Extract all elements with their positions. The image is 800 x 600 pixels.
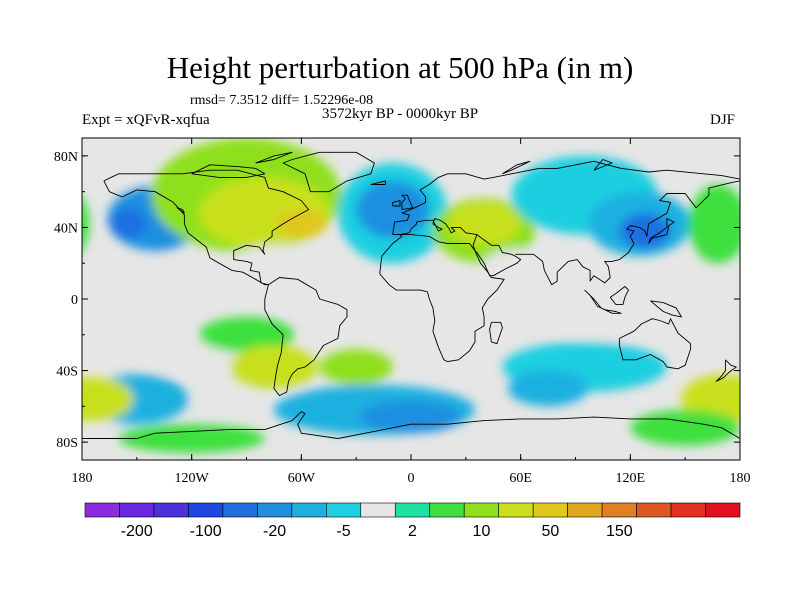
lon-tick-label: 180 xyxy=(730,471,751,486)
colorbar-label: -5 xyxy=(336,523,350,540)
colorbar-swatch xyxy=(636,502,672,518)
coastline xyxy=(255,151,293,164)
coastline xyxy=(593,159,613,171)
coastline-layer xyxy=(82,151,740,439)
coastline xyxy=(604,309,622,314)
colorbar-swatch xyxy=(670,502,706,518)
map-axes: 80N 40N 0 40S 80S 180 120W 60W 0 60E 120E 180 xyxy=(54,138,751,486)
colorbar-label: 150 xyxy=(606,523,633,540)
colorbar-swatch xyxy=(326,502,362,518)
colorbar-swatch xyxy=(257,502,293,518)
colorbar-swatch xyxy=(463,502,499,518)
coastline xyxy=(392,218,478,251)
lat-tick-label: 0 xyxy=(71,293,78,308)
coastline xyxy=(609,286,629,305)
colorbar: -200 -100 -20 -5 2 10 50 150 xyxy=(84,502,741,540)
colorbar-label: 10 xyxy=(473,523,491,540)
lat-tick-label: 40N xyxy=(54,221,78,236)
coastline xyxy=(392,160,740,235)
coastline xyxy=(282,151,375,193)
anomaly-patch xyxy=(228,245,338,282)
lon-tick-label: 60W xyxy=(288,471,316,486)
map-title: Height perturbation at 500 hPa (in m) xyxy=(166,50,634,85)
colorbar-swatch xyxy=(567,502,603,518)
colorbar-swatch xyxy=(532,502,568,518)
coastline xyxy=(103,169,310,286)
coastline xyxy=(191,164,266,178)
anomaly-patch xyxy=(82,197,90,250)
colorbar-swatch xyxy=(291,502,327,518)
colorbar-swatch xyxy=(601,502,637,518)
coastline xyxy=(618,318,692,370)
lon-tick-label: 120E xyxy=(616,471,646,486)
colorbar-label: 2 xyxy=(408,523,417,540)
coastline xyxy=(474,234,522,277)
colorbar-label: -100 xyxy=(190,523,222,540)
coastline xyxy=(82,411,740,439)
season-label: DJF xyxy=(710,112,736,128)
coastline xyxy=(401,194,414,211)
colorbar-swatch xyxy=(705,502,741,518)
anomaly-patch xyxy=(319,349,393,385)
colorbar-swatch xyxy=(429,502,465,518)
coastline xyxy=(392,200,401,207)
coastline xyxy=(176,207,185,214)
colorbar-label: 50 xyxy=(541,523,559,540)
colorbar-label: -200 xyxy=(121,523,153,540)
lat-tick-label: 40S xyxy=(56,365,78,380)
anomaly-patch xyxy=(82,376,104,422)
lon-tick-label: 60E xyxy=(509,471,532,486)
colorbar-swatch xyxy=(360,502,396,518)
rmsd-diff-stats: rmsd= 7.3512 diff= 1.52296e-08 xyxy=(190,93,374,108)
colorbar-swatch xyxy=(222,502,258,518)
anomaly-patch xyxy=(688,184,740,264)
anomaly-patch xyxy=(630,409,740,446)
colorbar-swatch xyxy=(188,502,224,518)
colorbar-swatch xyxy=(498,502,534,518)
anomaly-patch xyxy=(507,370,589,407)
lon-tick-label: 0 xyxy=(408,471,415,486)
anomaly-patch xyxy=(198,316,295,353)
anomaly-patch xyxy=(109,209,146,239)
colorbar-label: -20 xyxy=(263,523,286,540)
anomaly-patch xyxy=(356,180,430,239)
colorbar-swatch xyxy=(153,502,189,518)
colorbar-swatch xyxy=(394,502,431,518)
coastline xyxy=(648,218,675,244)
map-plot-area xyxy=(81,137,741,461)
lat-tick-label: 80S xyxy=(56,436,78,451)
anomaly-patch xyxy=(447,202,521,246)
experiment-label: Expt = xQFvR-xqfua xyxy=(82,112,210,128)
coastline xyxy=(370,180,386,185)
coastline xyxy=(489,321,503,345)
anomaly-patch xyxy=(538,302,686,339)
anomaly-patch xyxy=(359,400,463,434)
coastline xyxy=(715,359,737,382)
coastline xyxy=(515,180,740,286)
colorbar-swatch xyxy=(84,502,120,518)
coastline xyxy=(502,160,531,175)
anomaly-patch xyxy=(230,345,318,389)
anomaly-patch xyxy=(275,209,327,239)
period-label: 3572kyr BP - 0000kyr BP xyxy=(322,106,479,122)
lon-tick-label: 180 xyxy=(72,471,93,486)
lat-tick-label: 80N xyxy=(54,150,78,165)
coastline xyxy=(379,234,505,363)
lon-tick-label: 120W xyxy=(175,471,210,486)
coastline xyxy=(264,277,348,397)
colorbar-swatch xyxy=(119,502,155,518)
coastline xyxy=(650,300,682,318)
anomaly-patch xyxy=(118,424,265,453)
